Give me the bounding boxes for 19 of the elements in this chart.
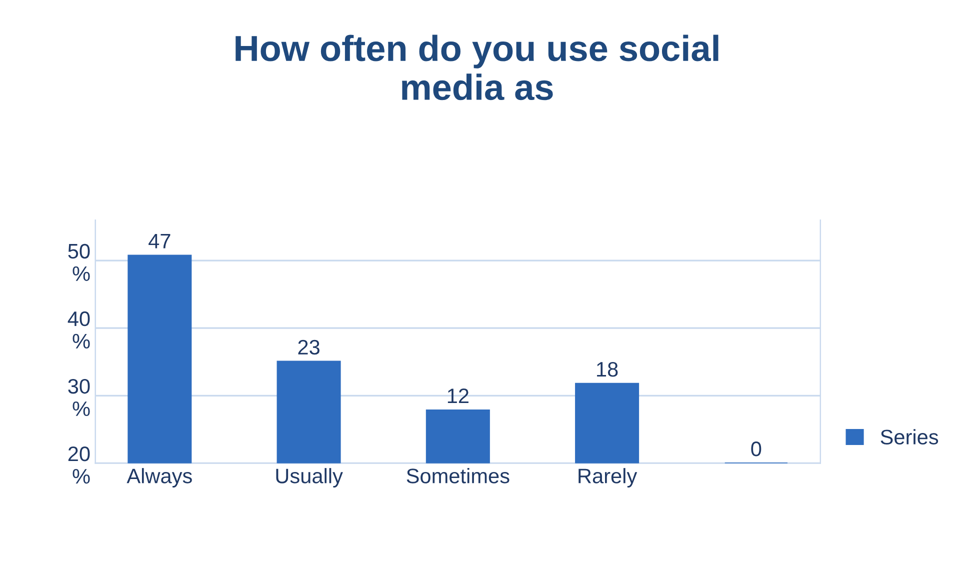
y-tick-label: 50 %	[68, 244, 90, 281]
y-tick-label: 30 %	[68, 378, 90, 416]
x-tick-label: Sometimes	[406, 468, 510, 484]
x-tick-label: Usually	[276, 468, 343, 488]
data-label: 0	[751, 442, 762, 456]
data-label: 18	[597, 362, 618, 377]
legend-label: Series	[880, 429, 938, 444]
data-label: 12	[448, 388, 468, 404]
chart-title: How often do you use social media as	[236, 34, 718, 100]
y-tick-label: 20 %	[68, 446, 90, 484]
bar	[426, 409, 490, 464]
x-tick-label: Rarely	[578, 468, 638, 488]
y-tick-label: 40 %	[68, 311, 90, 348]
data-label: 23	[298, 340, 320, 355]
x-tick-label: Always	[126, 468, 192, 488]
data-label: 47	[148, 234, 170, 248]
bar	[276, 360, 341, 464]
bar	[575, 382, 640, 464]
bar	[128, 254, 192, 464]
